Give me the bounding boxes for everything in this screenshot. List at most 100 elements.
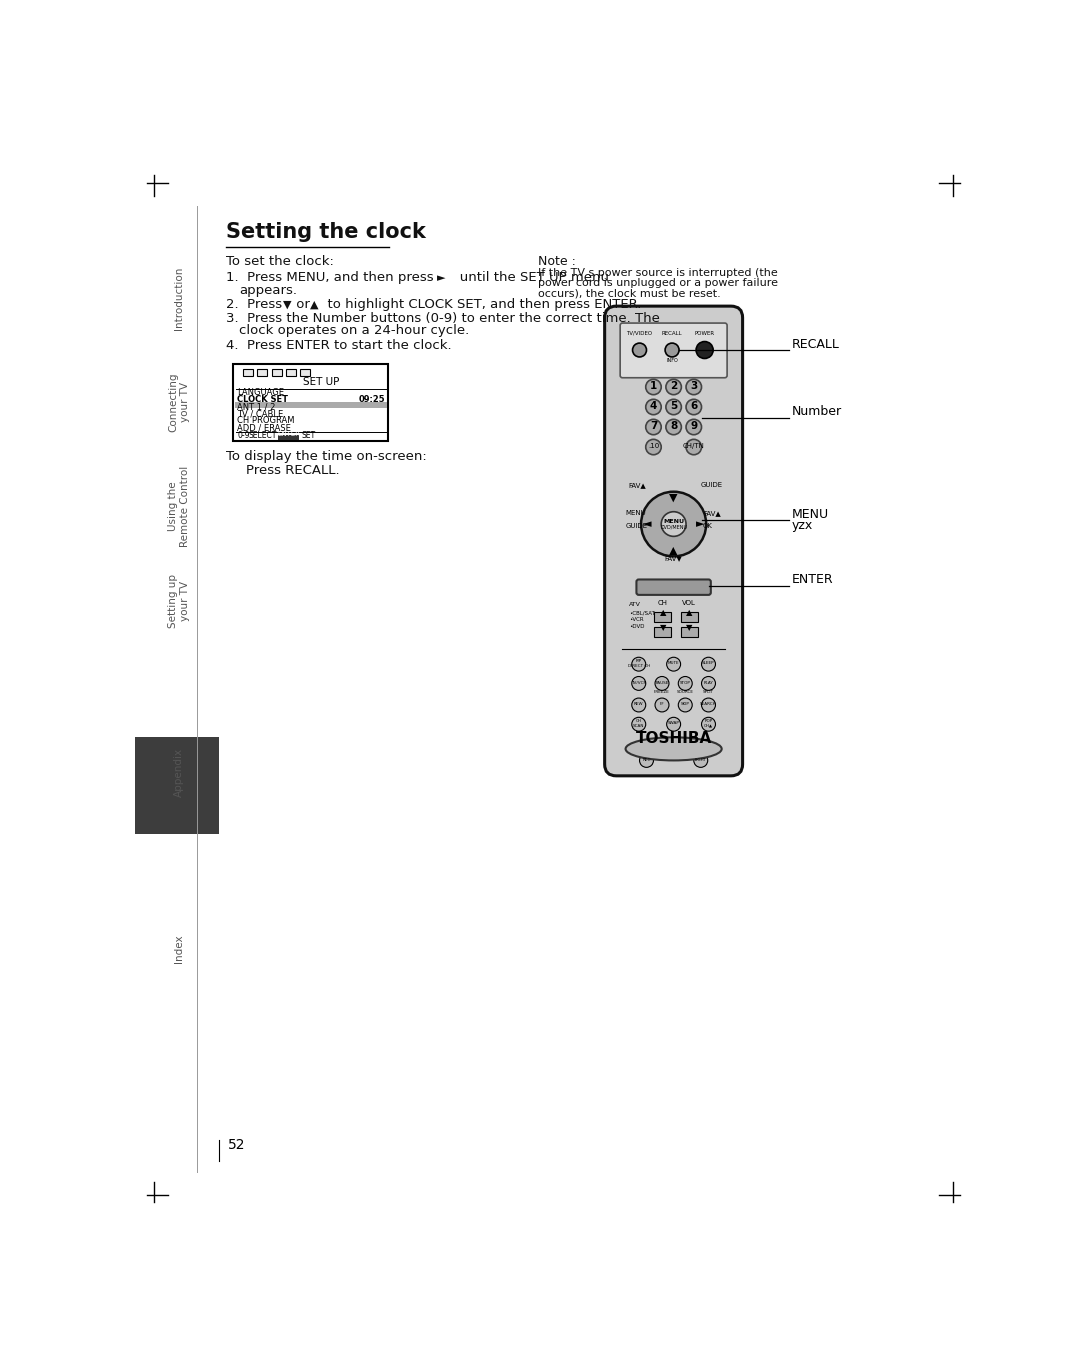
- Circle shape: [666, 717, 680, 731]
- Text: 8: 8: [670, 421, 677, 431]
- Text: ATV: ATV: [629, 603, 640, 607]
- Text: 4: 4: [650, 401, 657, 411]
- Text: GUIDE: GUIDE: [625, 522, 648, 529]
- Text: Appendix: Appendix: [174, 747, 185, 797]
- Text: yzx: yzx: [792, 520, 812, 532]
- Bar: [135, 738, 218, 833]
- Text: LIGHT: LIGHT: [694, 757, 706, 761]
- Circle shape: [665, 344, 679, 357]
- Text: Note :: Note :: [538, 255, 576, 269]
- Bar: [680, 612, 698, 622]
- Circle shape: [666, 400, 681, 415]
- Bar: [286, 368, 296, 376]
- Circle shape: [646, 379, 661, 394]
- Text: 2.  Press: 2. Press: [227, 297, 283, 311]
- Text: TV/VCR: TV/VCR: [631, 681, 647, 685]
- Text: VOL: VOL: [683, 600, 697, 606]
- Text: Introduction: Introduction: [174, 267, 185, 330]
- Text: ▼: ▼: [660, 623, 666, 633]
- Text: ►: ►: [437, 274, 446, 284]
- Text: CH PROGRAM: CH PROGRAM: [238, 416, 295, 426]
- Text: MENU: MENU: [792, 507, 828, 521]
- Text: REW: REW: [634, 702, 644, 707]
- Text: PLAY: PLAY: [703, 681, 714, 685]
- Circle shape: [632, 657, 646, 671]
- Circle shape: [702, 698, 715, 712]
- Text: SLEEP: SLEEP: [702, 662, 715, 666]
- Circle shape: [666, 379, 681, 394]
- Circle shape: [632, 698, 646, 712]
- Text: 6: 6: [690, 401, 698, 411]
- Text: 3: 3: [690, 381, 698, 391]
- Circle shape: [678, 677, 692, 690]
- Circle shape: [702, 657, 715, 671]
- Text: SET UP: SET UP: [303, 376, 339, 386]
- Text: Using the
Remote Control: Using the Remote Control: [168, 465, 190, 547]
- Text: ANT 1 / 2: ANT 1 / 2: [238, 402, 275, 412]
- Text: ◄: ◄: [643, 520, 651, 529]
- Bar: [654, 612, 672, 622]
- Text: ▼: ▼: [283, 300, 292, 310]
- Text: or: or: [293, 297, 314, 311]
- Text: CLOCK SET: CLOCK SET: [238, 396, 288, 404]
- Text: appears.: appears.: [239, 284, 297, 297]
- Circle shape: [632, 717, 646, 731]
- Text: CH
SCAN: CH SCAN: [633, 719, 645, 727]
- Text: ▲: ▲: [670, 546, 678, 555]
- Bar: [233, 364, 389, 441]
- Text: To set the clock:: To set the clock:: [227, 255, 335, 269]
- Text: SOURCE: SOURCE: [677, 690, 693, 694]
- Text: OK: OK: [703, 522, 713, 529]
- Text: ▲: ▲: [686, 608, 692, 617]
- Text: until the SET UP menu: until the SET UP menu: [447, 271, 609, 285]
- Circle shape: [656, 677, 669, 690]
- Circle shape: [646, 400, 661, 415]
- Text: INFO: INFO: [666, 357, 678, 363]
- Text: SET: SET: [301, 431, 315, 439]
- Bar: [257, 368, 267, 376]
- Ellipse shape: [625, 738, 721, 760]
- Text: occurs), the clock must be reset.: occurs), the clock must be reset.: [538, 288, 720, 299]
- Text: FAV▲: FAV▲: [629, 481, 647, 488]
- Text: SELECT: SELECT: [248, 431, 276, 439]
- Text: ENTER: ENTER: [276, 431, 300, 438]
- Text: TV / CABLE: TV / CABLE: [238, 409, 284, 419]
- Text: GUIDE: GUIDE: [701, 481, 723, 488]
- Circle shape: [678, 698, 692, 712]
- Text: RECALL: RECALL: [792, 338, 839, 351]
- Text: ENTER: ENTER: [792, 573, 833, 587]
- Text: PAUSE: PAUSE: [656, 681, 669, 685]
- Circle shape: [686, 379, 702, 394]
- Circle shape: [633, 344, 647, 357]
- Circle shape: [646, 419, 661, 435]
- Text: SEARCH: SEARCH: [700, 702, 717, 707]
- Circle shape: [686, 439, 702, 454]
- Text: SPLIT: SPLIT: [703, 690, 714, 694]
- Text: 7: 7: [650, 421, 657, 431]
- Bar: [243, 368, 253, 376]
- Text: FAV▼: FAV▼: [665, 555, 683, 561]
- Text: To display the time on-screen:: To display the time on-screen:: [227, 450, 428, 464]
- Text: RECALL: RECALL: [662, 330, 683, 336]
- Text: ►: ►: [696, 520, 704, 529]
- Circle shape: [639, 753, 653, 768]
- Text: Index: Index: [174, 934, 185, 963]
- Text: 0-9: 0-9: [238, 431, 249, 439]
- Text: Press RECALL.: Press RECALL.: [246, 464, 339, 477]
- Circle shape: [666, 657, 680, 671]
- Text: 1: 1: [650, 381, 657, 391]
- Text: REC: REC: [643, 757, 650, 761]
- Text: STOP: STOP: [679, 681, 691, 685]
- Text: ▼: ▼: [686, 623, 692, 633]
- Text: 2: 2: [670, 381, 677, 391]
- Text: TOSHIBA: TOSHIBA: [635, 731, 712, 746]
- Text: If the TV s power source is interrupted (the: If the TV s power source is interrupted …: [538, 269, 778, 278]
- Text: MUTE: MUTE: [667, 662, 679, 666]
- Circle shape: [656, 698, 669, 712]
- Text: 52: 52: [228, 1139, 245, 1153]
- Text: •CBL/SAT: •CBL/SAT: [629, 610, 654, 615]
- Circle shape: [702, 717, 715, 731]
- Text: DVD/MENU: DVD/MENU: [660, 525, 687, 529]
- Text: PIP
DIRECT CH: PIP DIRECT CH: [627, 659, 650, 667]
- Text: ▲: ▲: [660, 608, 666, 617]
